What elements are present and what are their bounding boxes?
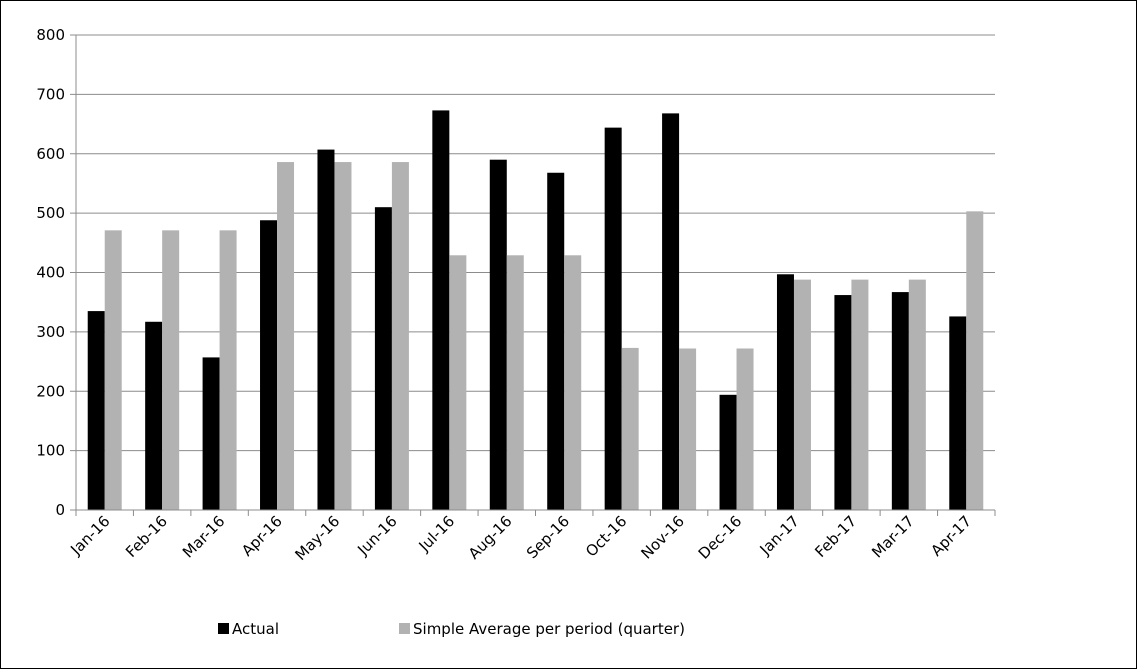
y-tick-label-100: 100 [36,442,65,460]
axes [70,34,996,516]
x-tick-label-mar-16: Mar-16 [179,512,228,561]
bar-actual-dec-16 [719,394,737,510]
y-tick-label-600: 600 [36,145,65,163]
bar-actual-aug-16 [489,159,507,510]
bar-simple-average-dec-16 [736,348,754,510]
bar-actual-sep-16 [547,172,565,510]
bar-actual-apr-17 [949,316,967,510]
bar-simple-average-feb-16 [162,230,180,510]
bar-simple-average-jan-16 [104,230,122,510]
x-tick-label-feb-17: Feb-17 [811,512,860,561]
x-tick-label-mar-17: Mar-17 [868,512,917,561]
bar-actual-jul-16 [432,110,450,510]
bar-actual-mar-16 [202,357,220,510]
y-tick-label-800: 800 [36,26,65,44]
bar-actual-mar-17 [891,292,909,510]
x-tick-label-oct-16: Oct-16 [582,512,630,560]
bar-simple-average-feb-17 [851,279,869,511]
bar-simple-average-mar-16 [219,230,237,510]
y-axis-tick-labels: 0 100 200 300 400 500 600 700 800 [36,26,65,519]
bar-actual-jun-16 [374,207,392,510]
legend-label-simple-average: Simple Average per period (quarter) [413,620,685,638]
bar-simple-average-nov-16 [679,348,697,510]
legend-item-simple-average: Simple Average per period (quarter) [399,620,685,638]
bars [87,110,984,511]
bar-simple-average-oct-16 [621,347,639,510]
x-tick-label-jan-16: Jan-16 [66,512,113,559]
bar-simple-average-jun-16 [391,162,409,510]
bar-simple-average-jan-17 [793,279,811,511]
bar-actual-apr-16 [260,220,278,510]
legend-swatch-simple-average [399,623,410,634]
legend: Actual Simple Average per period (quarter… [218,620,685,638]
legend-swatch-actual [218,623,229,634]
bar-simple-average-apr-17 [966,211,984,510]
x-tick-label-dec-16: Dec-16 [695,512,746,563]
bar-simple-average-aug-16 [506,255,524,510]
bar-actual-jan-17 [776,274,794,510]
x-tick-label-jul-16: Jul-16 [415,512,459,556]
legend-item-actual: Actual [218,620,279,638]
x-tick-label-apr-16: Apr-16 [238,512,286,560]
y-tick-label-200: 200 [36,382,65,400]
bar-simple-average-sep-16 [564,255,582,510]
bar-simple-average-apr-16 [277,162,295,510]
y-tick-label-500: 500 [36,204,65,222]
x-axis-tick-labels: Jan-16 Feb-16 Mar-16 Apr-16 May-16 Jun-16 Jul-… [66,512,975,564]
bar-actual-oct-16 [604,127,622,511]
bar-actual-jan-16 [87,311,105,510]
bar-actual-nov-16 [662,113,680,511]
bar-actual-feb-17 [834,295,852,510]
y-tick-label-300: 300 [36,323,65,341]
bar-simple-average-mar-17 [908,279,926,511]
y-tick-label-0: 0 [55,501,65,519]
bar-actual-may-16 [317,149,335,510]
y-tick-label-700: 700 [36,85,65,103]
legend-label-actual: Actual [232,620,279,638]
x-tick-label-sep-16: Sep-16 [523,512,573,562]
bar-simple-average-jul-16 [449,255,467,510]
bar-actual-feb-16 [145,321,163,510]
x-tick-label-feb-16: Feb-16 [122,512,171,561]
x-tick-label-may-16: May-16 [292,512,344,564]
x-tick-label-nov-16: Nov-16 [637,512,687,562]
x-tick-label-jan-17: Jan-17 [756,512,803,559]
x-tick-label-apr-17: Apr-17 [927,512,975,560]
bar-simple-average-may-16 [334,162,352,510]
y-tick-label-400: 400 [36,264,65,282]
x-tick-label-aug-16: Aug-16 [465,512,516,563]
x-tick-label-jun-16: Jun-16 [353,512,400,559]
